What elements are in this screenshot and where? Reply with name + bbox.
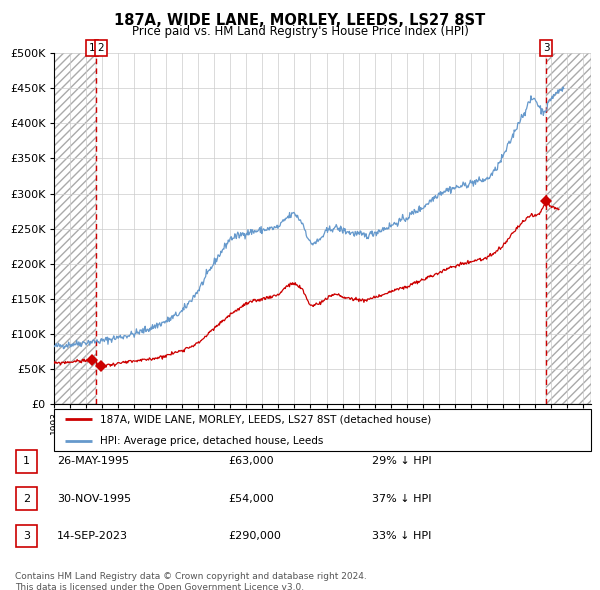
Text: £54,000: £54,000 [228,494,274,503]
Text: Contains HM Land Registry data © Crown copyright and database right 2024.
This d: Contains HM Land Registry data © Crown c… [15,572,367,590]
Text: 26-MAY-1995: 26-MAY-1995 [57,457,129,466]
Text: HPI: Average price, detached house, Leeds: HPI: Average price, detached house, Leed… [100,436,323,445]
Text: 187A, WIDE LANE, MORLEY, LEEDS, LS27 8ST (detached house): 187A, WIDE LANE, MORLEY, LEEDS, LS27 8ST… [100,415,431,424]
Text: 2: 2 [23,494,30,503]
Text: £290,000: £290,000 [228,531,281,540]
Text: 37% ↓ HPI: 37% ↓ HPI [372,494,431,503]
Text: 2: 2 [97,43,104,53]
Bar [546,53,591,404]
Text: 30-NOV-1995: 30-NOV-1995 [57,494,131,503]
Text: 29% ↓ HPI: 29% ↓ HPI [372,457,431,466]
Text: 33% ↓ HPI: 33% ↓ HPI [372,531,431,540]
Text: Price paid vs. HM Land Registry's House Price Index (HPI): Price paid vs. HM Land Registry's House … [131,25,469,38]
Text: 187A, WIDE LANE, MORLEY, LEEDS, LS27 8ST: 187A, WIDE LANE, MORLEY, LEEDS, LS27 8ST [115,13,485,28]
Text: 3: 3 [23,531,30,540]
Text: £63,000: £63,000 [228,457,274,466]
Text: 3: 3 [543,43,550,53]
Text: 14-SEP-2023: 14-SEP-2023 [57,531,128,540]
Text: 1: 1 [23,457,30,466]
Text: 1: 1 [89,43,95,53]
Bar [54,53,97,404]
